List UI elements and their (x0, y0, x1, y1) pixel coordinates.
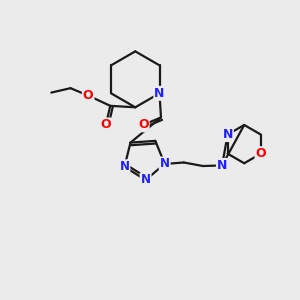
Text: O: O (138, 118, 148, 131)
Text: N: N (141, 173, 151, 187)
Text: N: N (217, 159, 227, 172)
Text: N: N (154, 87, 165, 100)
Text: N: N (119, 160, 130, 173)
Text: O: O (100, 118, 111, 131)
Text: O: O (83, 89, 94, 102)
Text: O: O (256, 147, 266, 160)
Text: N: N (223, 128, 233, 141)
Text: N: N (160, 158, 170, 170)
